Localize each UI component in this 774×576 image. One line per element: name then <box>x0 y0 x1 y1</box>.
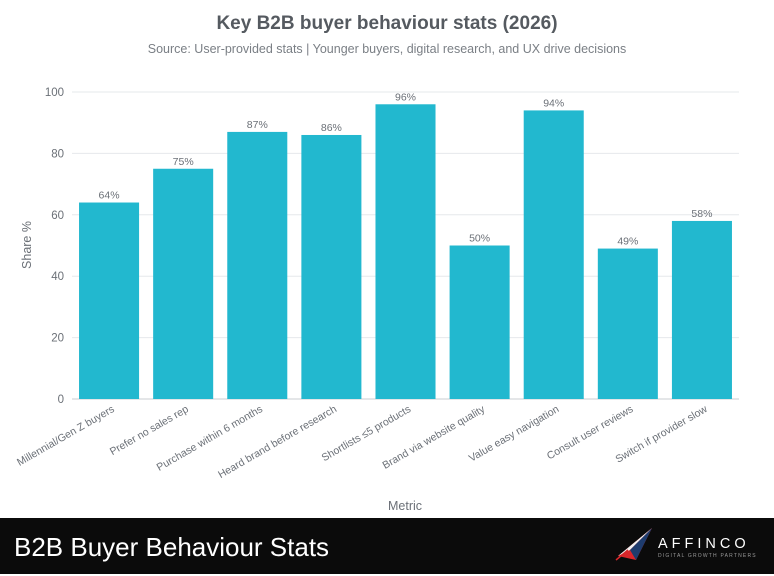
data-label: 96% <box>395 91 416 103</box>
bar <box>79 202 140 399</box>
data-label: 49% <box>617 236 638 248</box>
footer-title: B2B Buyer Behaviour Stats <box>14 532 330 562</box>
bar <box>153 168 214 399</box>
x-tick-label: Millennial/Gen Z buyers <box>15 403 117 469</box>
chart-title: Key B2B buyer behaviour stats (2026) <box>216 13 557 34</box>
bar <box>227 131 288 399</box>
data-label: 64% <box>99 190 120 202</box>
bar <box>375 104 436 399</box>
brand-tagline: DIGITAL GROWTH PARTNERS <box>658 553 757 559</box>
brand-name: AFFINCO <box>658 536 750 552</box>
bar <box>449 245 510 399</box>
data-label: 86% <box>321 122 342 134</box>
y-tick-label: 0 <box>58 394 64 406</box>
data-label: 87% <box>247 119 268 131</box>
bar <box>597 248 658 399</box>
paper-plane-logo-icon <box>615 528 652 561</box>
y-axis-ticks: 0 20 40 60 80 100 <box>45 87 64 406</box>
data-label: 50% <box>469 233 490 245</box>
data-label: 94% <box>543 97 564 109</box>
data-label: 58% <box>691 208 712 220</box>
chart-subtitle: Source: User-provided stats | Younger bu… <box>148 42 627 56</box>
y-tick-label: 80 <box>51 148 64 160</box>
bar <box>301 134 362 400</box>
x-axis-title: Metric <box>388 499 422 513</box>
footer-bar: B2B Buyer Behaviour Stats <box>0 518 774 574</box>
y-tick-label: 60 <box>51 210 64 222</box>
x-tick-label: Heard brand before research <box>216 403 339 481</box>
y-tick-label: 40 <box>51 271 64 283</box>
data-label: 75% <box>173 156 194 168</box>
y-axis-title: Share % <box>20 221 34 269</box>
y-tick-label: 20 <box>51 333 64 345</box>
chart: Key B2B buyer behaviour stats (2026) Sou… <box>15 13 739 513</box>
bar <box>671 220 732 399</box>
bars <box>79 104 732 400</box>
bar <box>523 110 584 400</box>
y-tick-label: 100 <box>45 87 64 99</box>
data-labels: 64% 75% 87% 86% 96% 50% 94% 49% 58% <box>99 91 713 247</box>
